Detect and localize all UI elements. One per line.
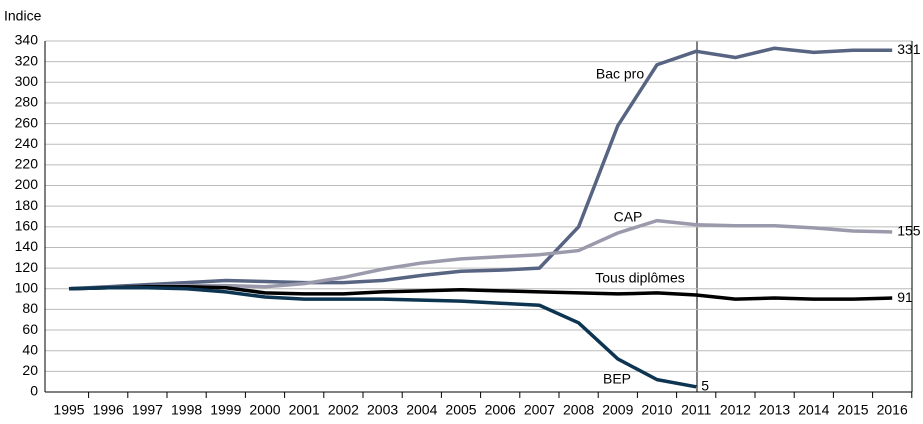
x-tick-label: 2011	[681, 402, 711, 418]
y-tick-label: 60	[22, 321, 38, 337]
y-tick-label: 20	[22, 362, 38, 378]
y-tick-label: 100	[15, 279, 39, 295]
x-tick-label: 2003	[367, 402, 398, 418]
series-line	[68, 46, 893, 291]
x-tick-label: 1998	[171, 402, 202, 418]
x-tick-label: 2012	[720, 402, 751, 418]
y-tick-label: 80	[22, 300, 38, 316]
x-tick-label: 2014	[798, 402, 829, 418]
y-tick-label: 280	[15, 94, 39, 110]
y-tick-label: 160	[15, 218, 39, 234]
x-tick-label: 2005	[445, 402, 476, 418]
y-tick-label: 200	[15, 176, 39, 192]
end-label: 5	[701, 378, 709, 394]
x-tick-label: 2007	[524, 402, 555, 418]
y-tick-label: 300	[15, 73, 39, 89]
y-tick-label: 260	[15, 114, 39, 130]
end-label: 331	[897, 41, 921, 57]
x-tick-label: 1997	[132, 402, 163, 418]
x-tick-label: 1999	[210, 402, 241, 418]
y-tick-label: 40	[22, 341, 38, 357]
x-tick-label: 2009	[602, 402, 633, 418]
x-tick-label: 1996	[93, 402, 124, 418]
series-label: CAP	[614, 209, 643, 225]
x-tick-label: 2001	[289, 402, 320, 418]
y-tick-label: 340	[15, 32, 39, 48]
series-label: Tous diplômes	[595, 270, 685, 286]
x-tick-label: 2016	[877, 402, 908, 418]
series-label: BEP	[603, 371, 631, 387]
x-tick-label: 2010	[641, 402, 672, 418]
x-tick-label: 2002	[328, 402, 359, 418]
y-tick-label: 220	[15, 156, 39, 172]
series-line	[68, 285, 697, 389]
y-tick-label: 180	[15, 197, 39, 213]
y-tick-label: 0	[30, 383, 38, 399]
y-axis-label: Indice	[4, 8, 42, 24]
x-tick-label: 2015	[837, 402, 868, 418]
x-tick-label: 2004	[406, 402, 437, 418]
x-tick-label: 2000	[249, 402, 280, 418]
series-line	[68, 218, 893, 291]
y-tick-label: 240	[15, 135, 39, 151]
series-label: Bac pro	[596, 66, 644, 82]
x-tick-label: 1995	[53, 402, 84, 418]
series-line	[68, 284, 893, 301]
end-label: 91	[897, 289, 913, 305]
y-tick-label: 140	[15, 238, 39, 254]
y-tick-label: 320	[15, 52, 39, 68]
x-tick-label: 2013	[759, 402, 790, 418]
end-label: 155	[897, 223, 921, 239]
y-tick-label: 120	[15, 259, 39, 275]
x-tick-label: 2006	[485, 402, 516, 418]
x-tick-label: 2008	[563, 402, 594, 418]
